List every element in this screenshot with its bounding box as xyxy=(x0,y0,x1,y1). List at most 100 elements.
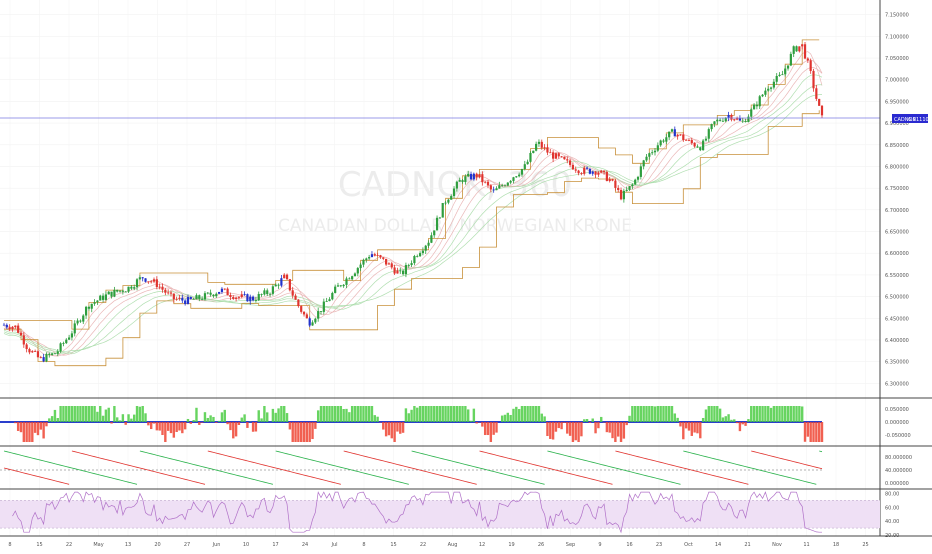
candle-body xyxy=(345,279,347,285)
candle-body xyxy=(544,147,546,148)
candle-body xyxy=(747,117,749,122)
candle-body xyxy=(759,96,761,106)
candle-body xyxy=(555,153,557,158)
candle-body xyxy=(139,277,141,279)
macd-bar xyxy=(492,422,494,435)
candle-body xyxy=(317,311,319,319)
candle-body xyxy=(708,129,710,139)
macd-bar xyxy=(184,422,186,429)
macd-bar xyxy=(209,415,211,422)
macd-bar xyxy=(563,422,565,423)
candle-body xyxy=(277,285,279,286)
macd-bar xyxy=(634,406,636,422)
macd-bar xyxy=(543,416,545,422)
macd-bar xyxy=(767,406,769,422)
candle-body xyxy=(682,134,684,140)
candle-body xyxy=(671,129,673,131)
candle-body xyxy=(696,146,698,147)
macd-bar xyxy=(139,407,141,422)
macd-bar xyxy=(501,416,503,422)
candle-body xyxy=(674,129,676,136)
candle-body xyxy=(640,166,642,177)
price-tick-label: 7.050000 xyxy=(885,56,909,62)
macd-bar xyxy=(130,419,132,422)
macd-bar xyxy=(541,414,543,422)
candle-body xyxy=(28,349,30,352)
candle-body xyxy=(744,121,746,122)
macd-bar xyxy=(691,422,693,436)
candle-body xyxy=(583,168,585,174)
macd-bar xyxy=(190,422,192,424)
time-tick-label: 9 xyxy=(598,542,601,548)
candle-body xyxy=(685,140,687,141)
macd-histogram xyxy=(0,406,823,442)
candle-body xyxy=(614,181,616,188)
macd-bar xyxy=(221,412,223,422)
macd-bar xyxy=(617,422,619,437)
candle-body xyxy=(447,200,449,203)
candle-body xyxy=(566,159,568,160)
candle-body xyxy=(606,172,608,181)
macd-bar xyxy=(809,422,811,442)
candle-body xyxy=(150,281,152,282)
macd-bar xyxy=(207,418,209,422)
time-tick-label: 26 xyxy=(538,542,544,548)
candle-body xyxy=(444,203,446,204)
candle-body xyxy=(430,235,432,242)
candle-body xyxy=(201,299,203,300)
macd-bar xyxy=(606,422,608,432)
price-axis: 7.1500007.1000007.0500007.0000006.950000… xyxy=(885,13,909,388)
macd-bar xyxy=(515,407,517,422)
candle-body xyxy=(371,254,373,257)
candle-body xyxy=(716,120,718,122)
candle-body xyxy=(764,91,766,95)
candle-body xyxy=(212,295,214,296)
macd-bar xyxy=(659,406,661,422)
candle-body xyxy=(478,174,480,177)
macd-bar xyxy=(368,406,370,422)
candle-body xyxy=(617,188,619,190)
time-tick-label: 15 xyxy=(36,542,42,548)
candle-body xyxy=(756,105,758,107)
macd-bar xyxy=(31,422,33,442)
macd-bar xyxy=(331,406,333,422)
candle-body xyxy=(11,327,13,329)
candle-body xyxy=(68,337,70,339)
candle-body xyxy=(801,44,803,46)
macd-bar xyxy=(391,422,393,438)
macd-bar xyxy=(127,414,129,422)
macd-bar xyxy=(651,406,653,422)
macd-bar xyxy=(311,422,313,439)
candle-body xyxy=(679,134,681,135)
macd-bar xyxy=(178,422,180,430)
candle-body xyxy=(793,46,795,54)
candle-body xyxy=(558,153,560,156)
time-tick-label: 10 xyxy=(243,542,249,548)
candle-body xyxy=(71,333,73,337)
candle-body xyxy=(9,327,11,329)
macd-bar xyxy=(402,422,404,433)
macd-bar xyxy=(481,422,483,427)
macd-bar xyxy=(521,406,523,422)
candle-body xyxy=(48,354,50,355)
macd-bar xyxy=(674,413,676,422)
candle-body xyxy=(563,157,565,159)
macd-bar xyxy=(57,418,59,422)
candle-body xyxy=(232,297,234,299)
candle-body xyxy=(532,151,534,153)
macd-bar xyxy=(495,422,497,433)
candle-body xyxy=(176,299,178,300)
time-tick-label: 16 xyxy=(626,542,632,548)
time-tick-label: 13 xyxy=(125,542,131,548)
candle-body xyxy=(442,203,444,218)
macd-bar xyxy=(764,406,766,422)
macd-bar xyxy=(34,422,36,433)
candle-body xyxy=(3,325,5,326)
macd-bar xyxy=(91,406,93,422)
macd-tick-label: -0.050000 xyxy=(885,433,911,439)
macd-bar xyxy=(235,422,237,436)
macd-bar xyxy=(263,406,265,422)
macd-bar xyxy=(79,406,81,422)
